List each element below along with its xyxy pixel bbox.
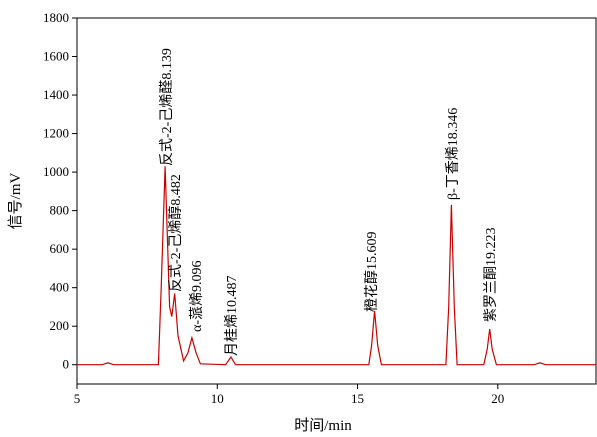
peak-annotation: 反式-2-己烯醇8.482 <box>167 174 184 292</box>
x-axis-label: 时间/min <box>294 417 352 434</box>
y-tick-label: 1800 <box>43 10 69 25</box>
x-tick-label: 20 <box>491 391 504 406</box>
y-tick-label: 1000 <box>43 164 69 179</box>
y-tick-label: 600 <box>50 241 70 256</box>
x-tick-label: 5 <box>74 391 81 406</box>
y-tick-label: 200 <box>50 318 70 333</box>
x-tick-label: 15 <box>351 391 364 406</box>
peak-annotation: 月桂烯10.487 <box>224 276 240 357</box>
y-tick-label: 800 <box>50 203 70 218</box>
plot-frame <box>76 17 597 385</box>
x-tick-label: 10 <box>211 391 224 406</box>
y-tick-label: 400 <box>50 280 70 295</box>
peak-annotation: 紫罗兰酮19.223 <box>483 228 499 323</box>
peak-annotation: α-蒎烯9.096 <box>189 261 205 333</box>
y-tick-label: 0 <box>63 357 70 372</box>
y-tick-label: 1600 <box>43 49 69 64</box>
y-tick-label: 1200 <box>43 126 69 141</box>
peak-annotation: 橙花醇15.609 <box>363 232 380 313</box>
y-axis-label: 信号/mV <box>7 173 24 230</box>
y-tick-label: 1400 <box>43 87 69 102</box>
chromatogram-line <box>77 166 596 366</box>
peak-annotation: β-丁香烯18.346 <box>445 108 461 200</box>
peak-annotation: 反式-2-己烯醛8.139 <box>159 48 175 166</box>
